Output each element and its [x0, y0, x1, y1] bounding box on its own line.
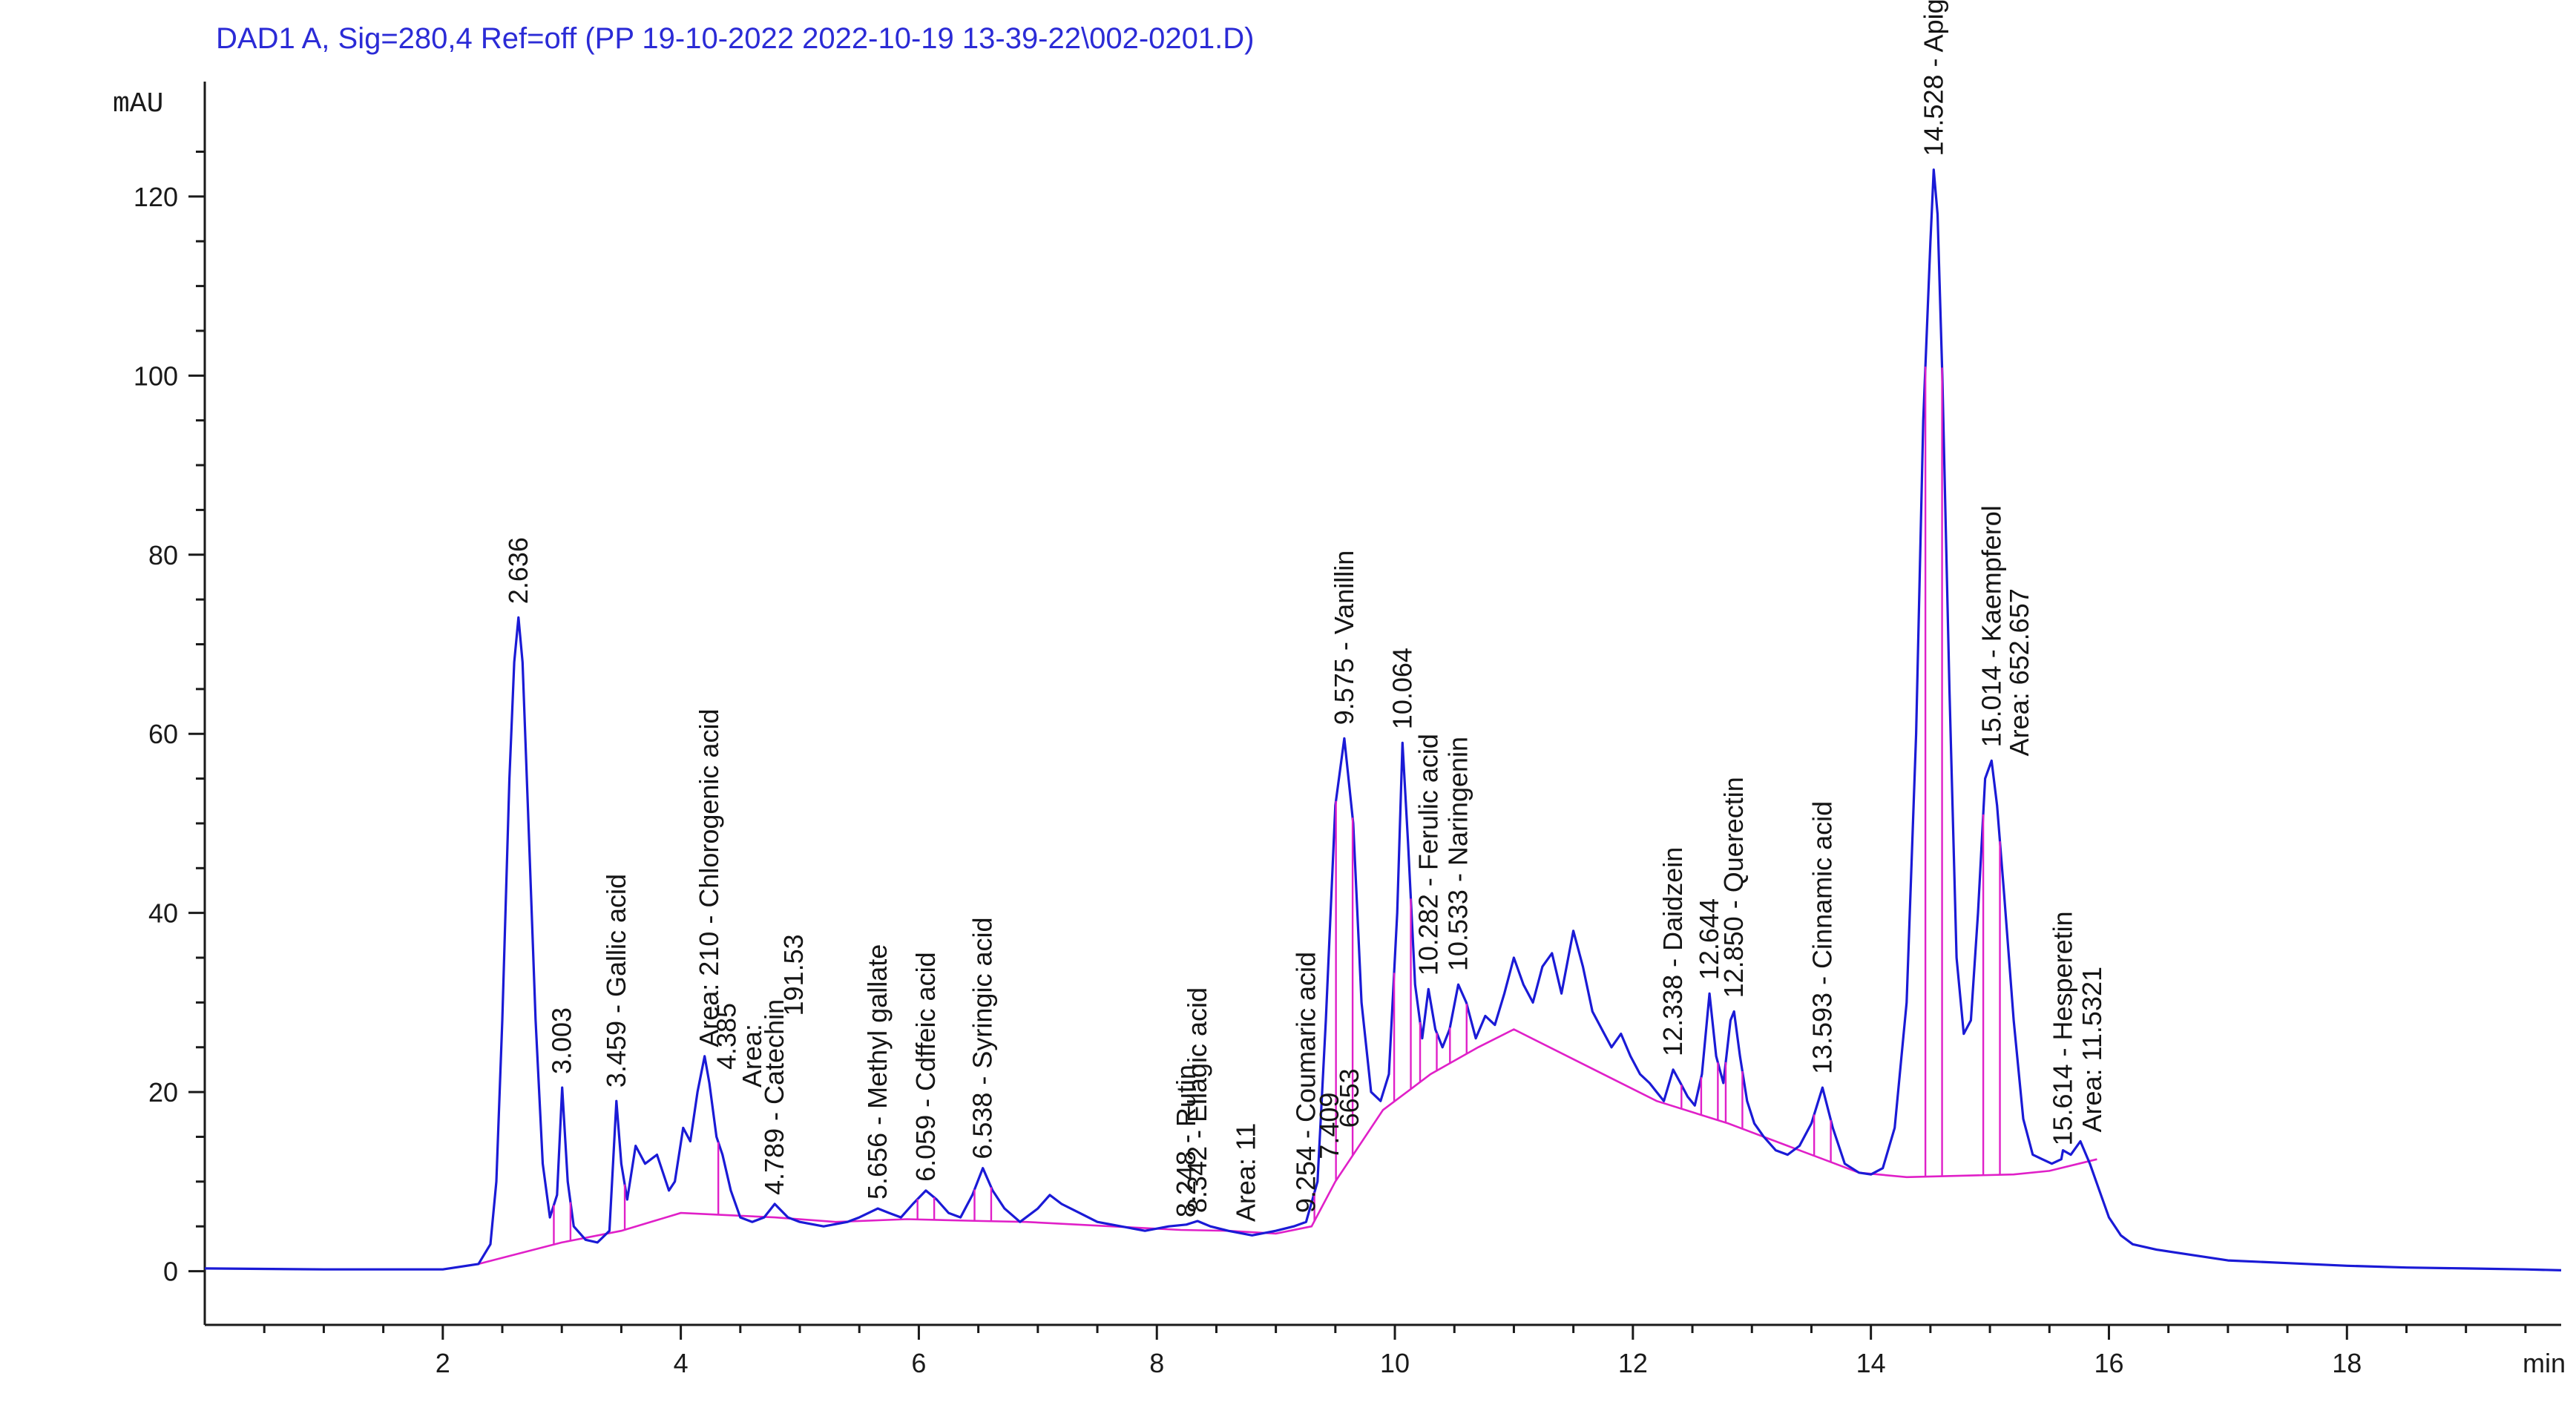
peak-label: 7.409	[1314, 1093, 1344, 1159]
y-tick-label: 0	[163, 1257, 178, 1287]
peak-label: 12.850 - Querectin	[1718, 777, 1749, 998]
x-tick-label: 6	[911, 1348, 926, 1378]
peak-label: 2.636	[503, 537, 533, 604]
y-tick-label: 100	[134, 361, 178, 391]
peak-label: 15.014 - Kaempferol	[1976, 505, 2006, 747]
peak-label: Area: 210 - Chlorogenic acid	[694, 709, 724, 1047]
x-tick-label: 18	[2332, 1348, 2362, 1378]
peak-label: 10.064	[1387, 648, 1417, 729]
x-tick-label: 2	[436, 1348, 450, 1378]
y-tick-label: 60	[148, 719, 178, 749]
peak-label: 5.656 - Methyl gallate	[862, 944, 893, 1200]
peak-label: 10.282 - Ferulic acid	[1413, 734, 1443, 975]
peak-label: 6653	[1334, 1068, 1364, 1128]
x-axis-unit-label: min	[2523, 1348, 2566, 1378]
peak-drop-lines-group	[553, 366, 2001, 1245]
peak-label: 13.593 - Cinnamic acid	[1807, 801, 1837, 1074]
peak-label: 9.575 - Vanillin	[1329, 550, 1359, 725]
y-tick-label: 80	[148, 540, 178, 570]
plot-area	[204, 168, 2562, 1271]
x-tick-label: 10	[1380, 1348, 1410, 1378]
peak-label: 6.059 - Cdffeic acid	[910, 952, 941, 1182]
y-tick-label: 20	[148, 1077, 178, 1108]
peak-label-group: 2.636 3.003 3.459 - Gallic acid Area: 210 -…	[503, 0, 2107, 1222]
y-tick-group: 0 20 40 60 80 100 120	[134, 151, 205, 1287]
peak-label: 191.53	[778, 934, 809, 1016]
x-tick-group: 2 4 6 8 10 12 14 16 18	[263, 1325, 2527, 1378]
signal-trace-line	[204, 168, 2562, 1271]
peak-label: 8.248 - Rutin	[1171, 1065, 1201, 1217]
y-tick-label: 40	[148, 898, 178, 929]
peak-label: 15.614 - Hesperetin	[2047, 911, 2077, 1145]
chart-title: DAD1 A, Sig=280,4 Ref=off (PP 19-10-2022…	[216, 22, 1255, 55]
x-tick-label: 8	[1149, 1348, 1164, 1378]
axes-group: mAU min 0 20 40 60 80 100 120 2 4 6 8 10 12 14 16 18	[113, 82, 2566, 1378]
peak-label: Area: 652.657	[2004, 588, 2034, 756]
peak-label: Area: 11	[1231, 1123, 1261, 1222]
peak-label: 12.644	[1694, 898, 1724, 980]
peak-label: 8.342 - Ellagic acid	[1182, 987, 1212, 1213]
peak-label: Area:	[737, 1024, 767, 1088]
y-tick-label: 120	[134, 182, 178, 212]
peak-label: 4.385	[711, 1003, 741, 1070]
peak-label: Area: 11.5321	[2077, 967, 2107, 1133]
peak-label: 10.533 - Naringenin	[1442, 737, 1473, 971]
peak-label: 3.003	[547, 1007, 577, 1074]
x-tick-label: 16	[2094, 1348, 2123, 1378]
y-axis-unit-label: mAU	[113, 88, 163, 120]
x-tick-label: 12	[1618, 1348, 1648, 1378]
peak-label: 9.254 - Coumaric acid	[1290, 952, 1321, 1213]
peak-label: 4.789 - Catechin	[759, 999, 789, 1195]
x-tick-label: 14	[1856, 1348, 1886, 1378]
peak-label: 12.338 - Daidzein	[1657, 847, 1688, 1056]
peak-label: 6.538 - Syringic acid	[967, 918, 998, 1159]
peak-label: 14.528 - Apigenin	[1918, 0, 1948, 157]
peak-label: 3.459 - Gallic acid	[601, 874, 631, 1088]
x-tick-label: 4	[674, 1348, 689, 1378]
